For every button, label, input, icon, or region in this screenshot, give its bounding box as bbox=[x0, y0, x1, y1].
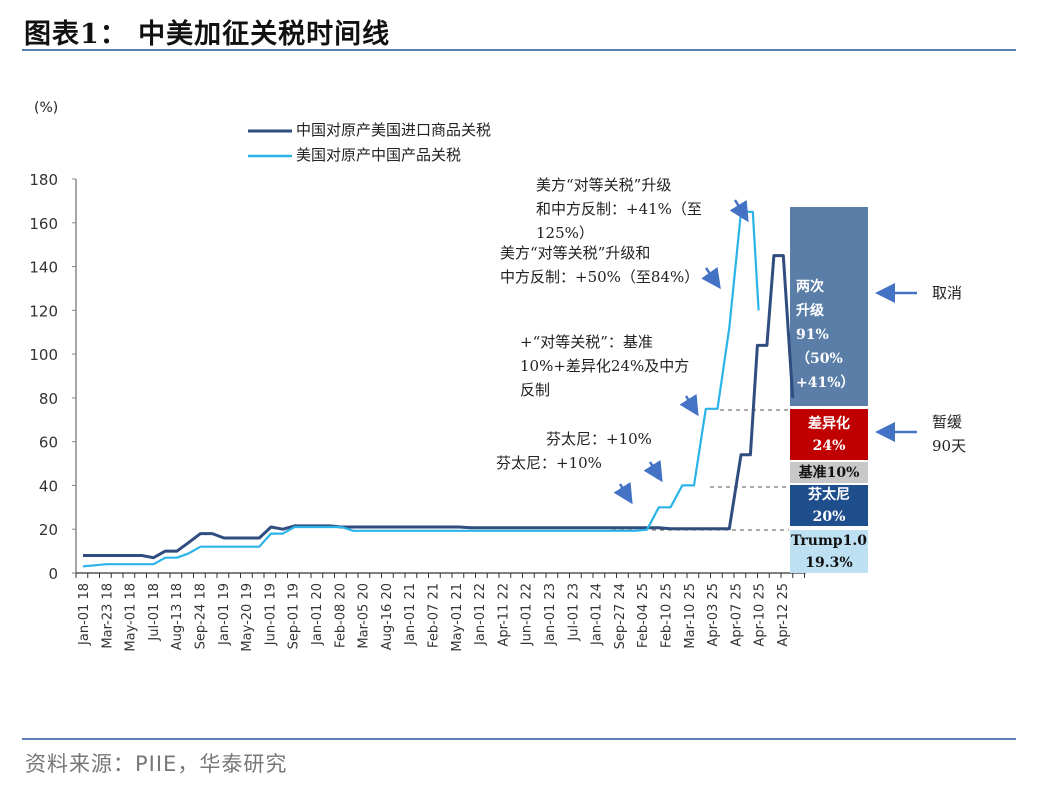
x-tick-label: Feb-07 21 bbox=[427, 583, 442, 648]
x-tick-label: Mar-23 18 bbox=[100, 583, 115, 649]
x-tick-label: Apr-07 25 bbox=[729, 583, 744, 647]
x-tick-label: Mar-10 25 bbox=[683, 583, 698, 649]
annotation-fentanyl-1: 芬太尼：+10% bbox=[496, 454, 602, 472]
x-tick-label: Feb-08 20 bbox=[333, 583, 348, 648]
arrow-icon bbox=[643, 459, 663, 483]
bar-segment-5 bbox=[790, 207, 868, 406]
x-tick-label: May-01 18 bbox=[124, 583, 139, 652]
title-divider bbox=[22, 49, 1016, 51]
bar-segment-label: Trump1.0 19.3% bbox=[791, 532, 867, 571]
arrow-icon bbox=[729, 199, 749, 223]
arrow-icon bbox=[701, 266, 721, 290]
bar-segment-1 bbox=[790, 530, 868, 573]
annotation-arrows bbox=[613, 199, 917, 505]
y-tick-label: 80 bbox=[39, 390, 58, 408]
bar-segment-label: 芬太尼 20% bbox=[808, 486, 850, 525]
x-tick-label: Jan-01 20 bbox=[310, 583, 325, 646]
annotation-84: 美方“对等关税”升级和 中方反制：+50%（至84%） bbox=[500, 244, 700, 286]
y-axis-unit: (%) bbox=[34, 100, 59, 116]
x-tick-label: Sep-01 19 bbox=[287, 583, 302, 649]
x-tick-label: Apr-10 25 bbox=[753, 583, 768, 647]
arrow-icon bbox=[613, 481, 633, 505]
y-tick-label: 20 bbox=[39, 521, 58, 539]
annotation-cancel: 取消 bbox=[932, 284, 963, 302]
bar-segment-2 bbox=[790, 485, 868, 526]
x-tick-label: Jan-01 24 bbox=[590, 583, 605, 646]
y-tick-label: 40 bbox=[39, 477, 58, 495]
stacked-bar bbox=[790, 207, 868, 573]
x-tick-label: Jul-01 23 bbox=[566, 583, 581, 642]
bar-segment-label: 基准10% bbox=[798, 464, 860, 481]
x-axis-labels: Jan-01 18 Mar-23 18 May-01 18 Jul-01 18 Aug-… bbox=[77, 583, 791, 652]
y-tick-label: 140 bbox=[29, 259, 58, 277]
x-tick-label: Jun-01 19 bbox=[263, 583, 278, 646]
annotation-pause-90-days: 暂缓 90天 bbox=[932, 413, 967, 455]
legend-label-us: 美国对原产中国产品关税 bbox=[296, 146, 462, 164]
annotation-fentanyl-2: 芬太尼：+10% bbox=[546, 430, 652, 448]
x-tick-label: Jan-01 21 bbox=[403, 583, 418, 646]
x-tick-label: Jun-01 22 bbox=[520, 583, 535, 646]
x-tick-label: May-20 19 bbox=[240, 583, 255, 652]
bar-segment-label: 差异化 24% bbox=[808, 415, 850, 454]
y-tick-label: 160 bbox=[29, 215, 58, 233]
x-tick-label: Sep-24 18 bbox=[194, 583, 209, 649]
arrow-icon bbox=[679, 393, 699, 417]
annotation-125: 美方“对等关税”升级 和中方反制：+41%（至 125%） bbox=[536, 176, 702, 242]
x-tick-label: Jul-01 18 bbox=[147, 583, 162, 642]
x-tick-label: Jan-01 23 bbox=[543, 583, 558, 646]
y-tick-label: 0 bbox=[48, 565, 58, 583]
bar-segment-label: 两次 升级 91% （50% +41%） bbox=[796, 279, 855, 391]
x-tick-label: Aug-13 18 bbox=[170, 583, 185, 650]
annotation-reciprocal: +“对等关税”：基准 10%+差异化24%及中方 反制 bbox=[520, 333, 690, 399]
x-tick-label: Apr-11 22 bbox=[496, 583, 511, 647]
x-tick-label: Apr-03 25 bbox=[706, 583, 721, 647]
source-note: 资料来源：PIIE，华泰研究 bbox=[25, 752, 288, 776]
x-tick-label: Sep-27 24 bbox=[613, 583, 628, 649]
y-tick-label: 120 bbox=[29, 302, 58, 320]
x-tick-label: Jan-01 19 bbox=[217, 583, 232, 646]
bar-segment-3 bbox=[790, 462, 868, 483]
y-tick-label: 100 bbox=[29, 346, 58, 364]
y-tick-label: 60 bbox=[39, 434, 58, 452]
footer-divider bbox=[22, 738, 1016, 740]
series-lines bbox=[82, 210, 795, 568]
y-tick-label: 180 bbox=[29, 171, 58, 189]
x-tick-label: May-01 21 bbox=[450, 583, 465, 652]
axes: 0 20 40 60 80 100 120 140 160 180 bbox=[29, 171, 806, 583]
legend-label-china: 中国对原产美国进口商品关税 bbox=[296, 121, 492, 139]
x-tick-label: Mar-05 20 bbox=[357, 583, 372, 649]
x-tick-label: Jan-01 22 bbox=[473, 583, 488, 646]
tariff-timeline-chart: 0 20 40 60 80 100 120 140 160 180 Jan-01 18 Mar-23… bbox=[29, 129, 917, 652]
china-tariff-line bbox=[83, 254, 795, 560]
chart-title: 图表1： 中美加征关税时间线 bbox=[24, 19, 391, 50]
bar-segment-4 bbox=[790, 409, 868, 460]
us-tariff-line bbox=[82, 210, 760, 568]
legend bbox=[248, 129, 292, 158]
x-tick-label: Aug-16 20 bbox=[380, 583, 395, 650]
x-tick-label: Feb-04 25 bbox=[636, 583, 651, 648]
x-tick-label: Apr-12 25 bbox=[776, 583, 791, 647]
x-tick-label: Jan-01 18 bbox=[77, 583, 92, 646]
x-tick-label: Feb-10 25 bbox=[660, 583, 675, 648]
